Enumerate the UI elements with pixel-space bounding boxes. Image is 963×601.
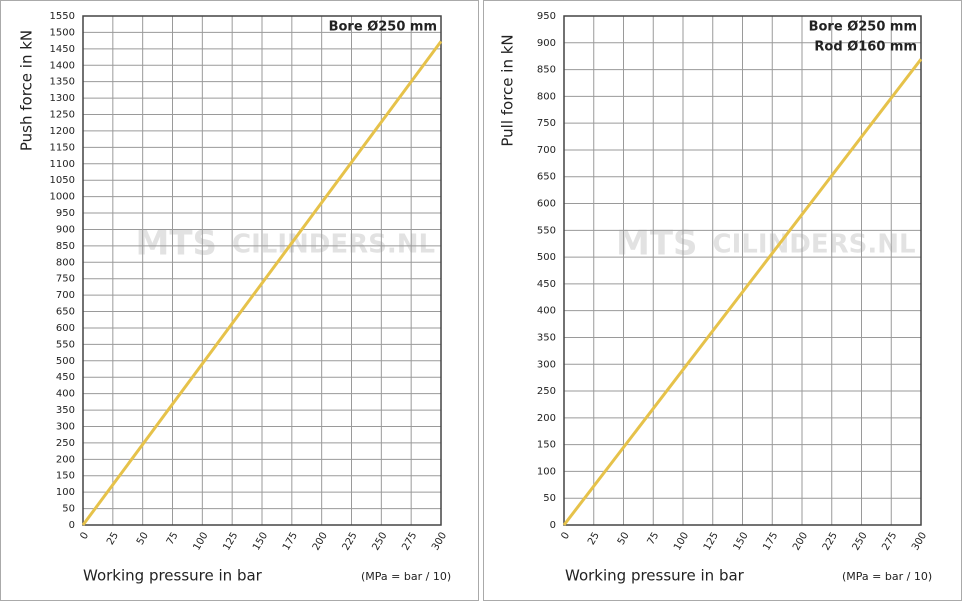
x-tick-label: 150 <box>732 531 751 553</box>
y-tick-label: 350 <box>537 332 556 343</box>
x-tick-label: 25 <box>586 531 602 548</box>
y-tick-label: 50 <box>62 504 75 515</box>
y-tick-label: 400 <box>56 389 75 400</box>
y-tick-label: 1300 <box>50 93 75 104</box>
y-tick-label: 1400 <box>50 60 75 71</box>
x-tick-label: 50 <box>616 531 632 548</box>
annotation: Bore Ø250 mm <box>329 20 437 35</box>
y-axis-label: Pull force in kN <box>499 34 517 146</box>
y-tick-label: 50 <box>543 493 556 504</box>
y-axis-label: Push force in kN <box>18 30 36 151</box>
x-tick-label: 150 <box>251 531 270 553</box>
x-axis-label: Working pressure in bar <box>83 567 263 585</box>
y-tick-label: 850 <box>56 241 75 252</box>
watermark: CILINDERS.NL <box>713 230 916 260</box>
x-tick-label: 175 <box>761 531 780 553</box>
y-tick-label: 600 <box>56 323 75 334</box>
y-tick-label: 400 <box>537 306 556 317</box>
plot-border <box>82 15 442 526</box>
y-tick-label: 600 <box>537 199 556 210</box>
y-tick-label: 1200 <box>50 126 75 137</box>
y-tick-label: 850 <box>537 65 556 76</box>
x-tick-label: 275 <box>400 531 419 553</box>
y-tick-label: 500 <box>537 252 556 263</box>
x-tick-label: 250 <box>851 531 870 553</box>
y-tick-label: 250 <box>537 386 556 397</box>
x-tick-label: 125 <box>221 531 240 553</box>
y-tick-label: 350 <box>56 405 75 416</box>
plot-border <box>563 15 922 526</box>
annotation: Bore Ø250 mm <box>809 20 917 35</box>
y-tick-label: 700 <box>537 145 556 156</box>
x-tick-label: 75 <box>165 531 181 548</box>
y-tick-label: 800 <box>537 91 556 102</box>
x-tick-label: 225 <box>821 531 840 553</box>
y-tick-label: 150 <box>56 471 75 482</box>
y-tick-label: 950 <box>56 208 75 219</box>
watermark: MTS <box>135 224 217 264</box>
x-tick-label: 300 <box>430 531 449 553</box>
watermark: CILINDERS.NL <box>232 230 435 260</box>
y-tick-label: 1000 <box>50 192 75 203</box>
data-line <box>81 40 443 526</box>
y-tick-label: 150 <box>537 440 556 451</box>
y-tick-label: 1100 <box>50 159 75 170</box>
y-tick-label: 200 <box>537 413 556 424</box>
x-tick-label: 200 <box>791 531 810 553</box>
y-tick-label: 550 <box>56 339 75 350</box>
x-tick-label: 25 <box>105 531 121 548</box>
y-tick-label: 300 <box>537 359 556 370</box>
x-tick-label: 0 <box>559 531 572 542</box>
x-tick-label: 100 <box>672 531 691 553</box>
y-tick-label: 0 <box>550 520 556 531</box>
x-tick-label: 300 <box>910 531 929 553</box>
y-tick-label: 650 <box>537 172 556 183</box>
x-tick-label: 175 <box>281 531 300 553</box>
y-tick-label: 950 <box>537 11 556 22</box>
y-tick-label: 200 <box>56 454 75 465</box>
y-tick-label: 800 <box>56 257 75 268</box>
x-tick-label: 75 <box>646 531 662 548</box>
y-tick-label: 750 <box>56 274 75 285</box>
y-tick-label: 650 <box>56 307 75 318</box>
x-axis-label: Working pressure in bar <box>565 567 745 585</box>
y-tick-label: 1150 <box>50 142 75 153</box>
y-tick-label: 750 <box>537 118 556 129</box>
x-tick-label: 0 <box>78 531 91 542</box>
data-line <box>562 58 923 526</box>
y-tick-label: 100 <box>537 466 556 477</box>
y-tick-label: 1450 <box>50 44 75 55</box>
y-tick-label: 0 <box>69 520 75 531</box>
y-tick-label: 100 <box>56 487 75 498</box>
y-tick-label: 500 <box>56 356 75 367</box>
y-tick-label: 700 <box>56 290 75 301</box>
y-tick-label: 1050 <box>50 175 75 186</box>
y-tick-label: 300 <box>56 421 75 432</box>
x-tick-label: 225 <box>341 531 360 553</box>
x-tick-label: 125 <box>702 531 721 553</box>
x-axis-note: (MPa = bar / 10) <box>361 570 451 583</box>
y-tick-label: 1500 <box>50 27 75 38</box>
x-tick-label: 200 <box>311 531 330 553</box>
y-tick-label: 450 <box>537 279 556 290</box>
y-tick-label: 900 <box>56 224 75 235</box>
x-tick-label: 250 <box>370 531 389 553</box>
y-tick-label: 550 <box>537 225 556 236</box>
x-tick-label: 275 <box>880 531 899 553</box>
y-tick-label: 450 <box>56 372 75 383</box>
annotation: Rod Ø160 mm <box>814 40 917 55</box>
y-tick-label: 1350 <box>50 77 75 88</box>
x-tick-label: 50 <box>135 531 151 548</box>
y-tick-label: 900 <box>537 38 556 49</box>
y-tick-label: 1250 <box>50 110 75 121</box>
y-tick-label: 1550 <box>50 11 75 22</box>
x-tick-label: 100 <box>191 531 210 553</box>
y-tick-label: 250 <box>56 438 75 449</box>
x-axis-note: (MPa = bar / 10) <box>842 570 932 583</box>
